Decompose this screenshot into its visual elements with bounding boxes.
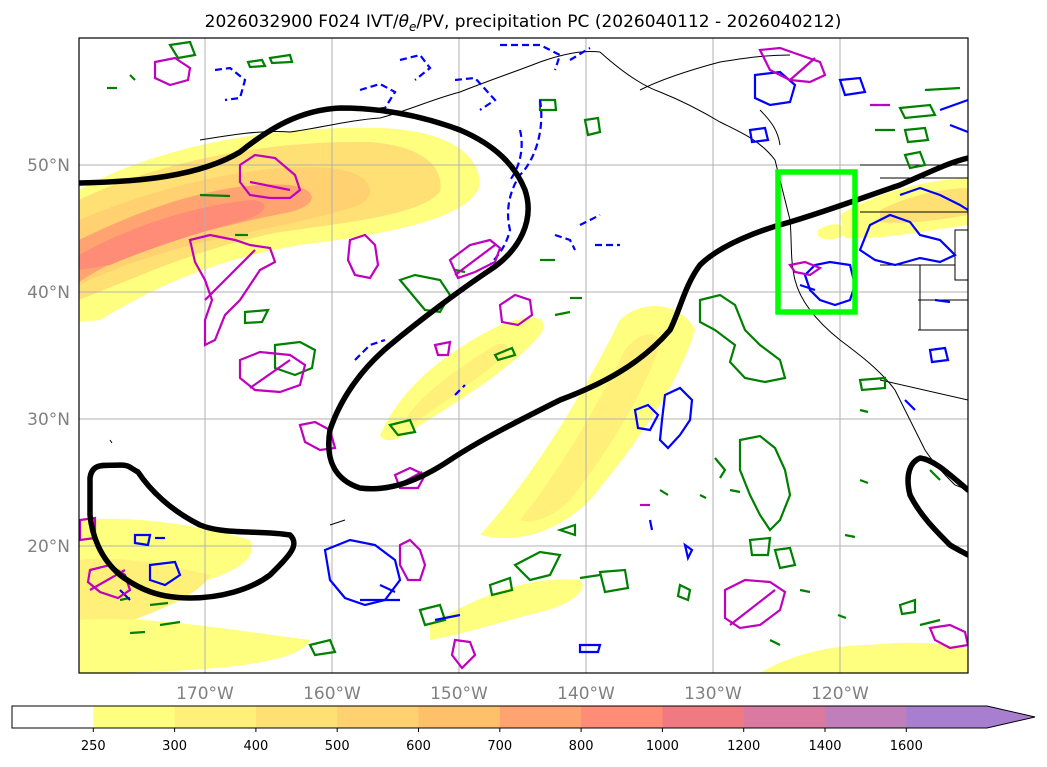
colorbar-segment: [662, 706, 745, 728]
colorbar-tick-label: 250: [81, 739, 106, 754]
colorbar-segment: [906, 706, 989, 728]
latitude-labels: 50°N 40°N 30°N 20°N: [27, 156, 70, 557]
colorbar-tick-label: 1400: [808, 739, 841, 754]
colorbar-segment: [93, 706, 176, 728]
colorbar-segment: [418, 706, 501, 728]
theta-e-contours: [107, 40, 961, 657]
ivt-contours: [79, 105, 968, 601]
colorbar-tick-label: 800: [569, 739, 594, 754]
colorbar-tick-label: 700: [487, 739, 512, 754]
colorbar-ticks: 250 300 400 500 600 700 800 1000 1200 1400 1600: [81, 728, 923, 754]
lon-label-170w: 170°W: [176, 684, 234, 704]
colorbar-tick-label: 1000: [646, 739, 679, 754]
lat-label-50n: 50°N: [27, 156, 70, 176]
lon-label-150w: 150°W: [430, 684, 488, 704]
colorbar-tick-label: 1600: [890, 739, 923, 754]
colorbar-segment: [499, 706, 582, 728]
colorbar-segments: [12, 706, 1035, 728]
pv-negative-contours: [119, 43, 968, 654]
colorbar-outline: [11, 705, 1036, 729]
lat-label-40n: 40°N: [27, 283, 70, 303]
colorbar-tick-label: 400: [243, 739, 268, 754]
lon-label-120w: 120°W: [811, 684, 869, 704]
colorbar-segment: [255, 706, 338, 728]
map-border: [78, 37, 969, 674]
lat-label-30n: 30°N: [27, 410, 70, 430]
lat-label-20n: 20°N: [27, 537, 70, 557]
colorbar-tick-label: 600: [406, 739, 431, 754]
lon-label-160w: 160°W: [303, 684, 361, 704]
map-panel: [78, 37, 969, 674]
colorbar-segment: [581, 706, 663, 728]
lon-label-140w: 140°W: [557, 684, 615, 704]
colorbar-segment: [337, 706, 420, 728]
colorbar-tick-label: 500: [325, 739, 350, 754]
colorbar-segment: [12, 706, 94, 728]
colorbar-tick-label: 1200: [727, 739, 760, 754]
colorbar-tick-label: 300: [162, 739, 187, 754]
colorbar: 250 300 400 500 600 700 800 1000 1200 1400 1600: [11, 705, 1036, 754]
target-region-box: [775, 169, 858, 315]
lon-label-130w: 130°W: [684, 684, 742, 704]
colorbar-segment: [825, 706, 907, 728]
longitude-labels: 170°W 160°W 150°W 140°W 130°W 120°W: [176, 684, 869, 704]
map-title: 2026032900 F024 IVT/θe/PV, precipitation…: [205, 12, 842, 34]
colorbar-segment: [743, 706, 826, 728]
colorbar-segment: [174, 706, 257, 728]
colorbar-extend-arrow: [987, 706, 1035, 728]
